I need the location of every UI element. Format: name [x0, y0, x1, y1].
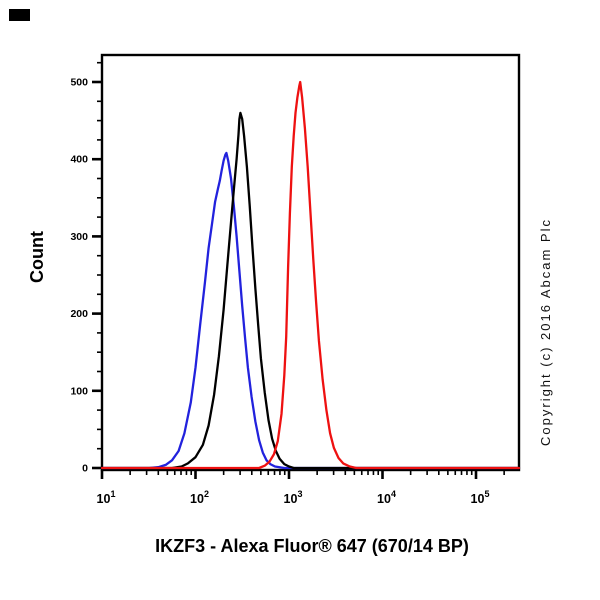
y-tick-label: 100 [70, 385, 88, 397]
plot-frame [100, 53, 521, 472]
blue-curve [100, 151, 521, 470]
y-tick-label: 200 [70, 308, 88, 320]
y-tick-label: 400 [70, 154, 88, 166]
y-tick-label: 300 [70, 231, 88, 243]
red-curve [100, 80, 521, 470]
black-curve [100, 111, 521, 470]
x-tick-label: 103 [284, 489, 303, 506]
y-axis-label: Count [27, 231, 47, 283]
x-tick-label: 104 [377, 489, 396, 506]
y-tick-label: 0 [82, 463, 88, 475]
y-tick-label: 500 [70, 77, 88, 89]
corner-mark [9, 9, 30, 21]
x-axis-title: IKZF3 - Alexa Fluor® 647 (670/14 BP) [155, 536, 469, 556]
x-tick-label: 102 [190, 489, 209, 506]
copyright-notice: Copyright (c) 2016 Abcam Plc [538, 218, 553, 446]
x-tick-label: 101 [97, 489, 116, 506]
x-tick-label: 105 [471, 489, 490, 506]
